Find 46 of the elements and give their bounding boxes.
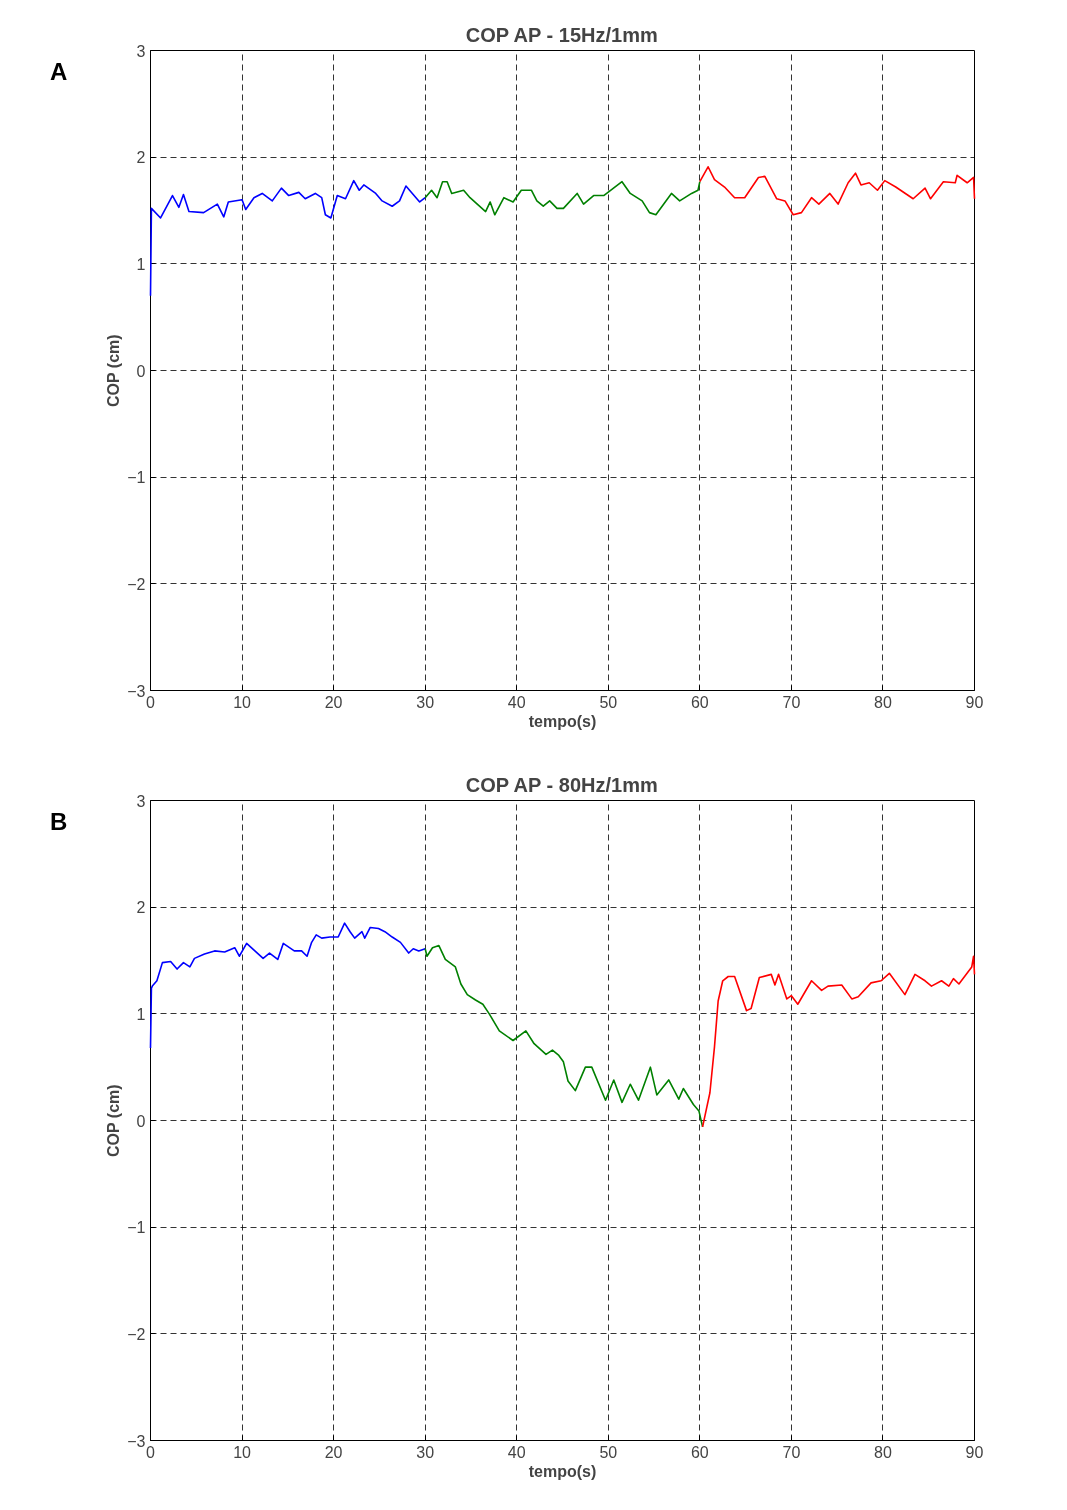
x-tick-label: 60: [690, 1443, 709, 1461]
y-tick-label: 2: [136, 149, 146, 167]
y-tick-label: −2: [127, 1325, 146, 1343]
y-tick-label: 1: [136, 255, 146, 273]
y-tick-label: 1: [136, 1005, 146, 1023]
line-series: [701, 955, 976, 1128]
line-series: [699, 165, 976, 216]
x-tick-label: 20: [324, 1443, 343, 1461]
x-tick-label: 50: [599, 1443, 618, 1461]
x-tick-label: 60: [690, 693, 709, 711]
x-tick-label: 30: [416, 693, 435, 711]
y-tick-label: −3: [127, 1432, 146, 1450]
line-series: [424, 180, 701, 216]
x-tick-label: 50: [599, 693, 618, 711]
y-tick-label: −3: [127, 682, 146, 700]
x-tick-label: 10: [233, 1443, 252, 1461]
y-tick-label: −2: [127, 575, 146, 593]
x-tick-label: 80: [874, 693, 892, 711]
y-tick-label: 0: [136, 362, 146, 380]
x-tick-label: 90: [965, 1443, 984, 1461]
x-tick-label: 10: [233, 693, 252, 711]
y-tick-label: 2: [136, 899, 146, 917]
text: B: [50, 807, 68, 837]
y-tick-label: 3: [136, 792, 146, 810]
x-tick-label: 40: [507, 1443, 526, 1461]
x-axis-title: tempo(s): [528, 1462, 597, 1480]
y-tick-label: 3: [136, 42, 146, 60]
x-tick-label: 70: [782, 1443, 801, 1461]
y-tick-label: −1: [127, 1219, 146, 1237]
x-axis-title: tempo(s): [528, 712, 597, 730]
y-axis-title: COP (cm): [105, 334, 123, 407]
x-tick-label: 70: [782, 693, 801, 711]
x-tick-label: 30: [416, 1443, 435, 1461]
y-tick-label: 0: [136, 1112, 146, 1130]
x-tick-label: 20: [324, 693, 343, 711]
x-tick-label: 40: [507, 693, 526, 711]
line-series: [424, 944, 704, 1128]
y-axis-title: COP (cm): [105, 1084, 123, 1157]
line-series: [149, 179, 426, 297]
chart-title: COP AP - 15Hz/1mm: [465, 23, 658, 46]
x-tick-label: 80: [874, 1443, 892, 1461]
x-tick-label: 90: [965, 693, 984, 711]
text: A: [50, 57, 68, 87]
line-series: [149, 922, 426, 1049]
y-tick-label: −1: [127, 469, 146, 487]
chart-title: COP AP - 80Hz/1mm: [465, 773, 658, 796]
